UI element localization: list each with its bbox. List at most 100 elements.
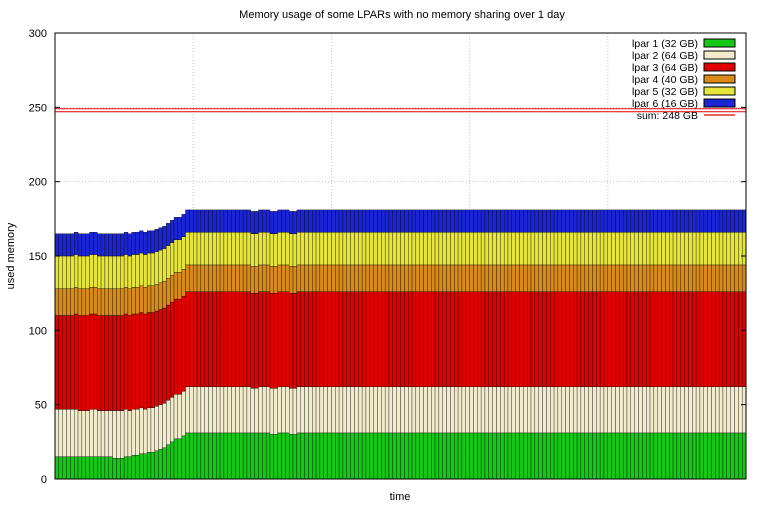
bar-segment bbox=[154, 450, 159, 480]
y-tick-label: 0 bbox=[41, 474, 47, 486]
bar-segment bbox=[442, 291, 447, 388]
bar-segment bbox=[227, 432, 232, 480]
bar-segment bbox=[365, 432, 370, 480]
bar-segment bbox=[166, 304, 171, 401]
bar-segment bbox=[715, 432, 720, 480]
bar-segment bbox=[62, 456, 67, 480]
bar-segment bbox=[580, 264, 585, 292]
bar-segment bbox=[169, 301, 175, 398]
bar-segment bbox=[208, 432, 213, 480]
bar-segment bbox=[592, 432, 597, 480]
bar-segment bbox=[116, 233, 121, 257]
bar-segment bbox=[85, 410, 90, 457]
bar-segment bbox=[646, 386, 651, 434]
bar-segment bbox=[62, 288, 67, 316]
bar-segment bbox=[196, 386, 202, 434]
bar-segment bbox=[411, 386, 417, 434]
bar-segment bbox=[411, 232, 417, 266]
bar-segment bbox=[515, 264, 520, 292]
bar-segment bbox=[285, 209, 290, 233]
bar-segment bbox=[150, 312, 155, 408]
bar-segment bbox=[550, 432, 555, 480]
bar-segment bbox=[166, 444, 171, 480]
bar-segment bbox=[588, 432, 593, 480]
bar-segment bbox=[730, 291, 735, 388]
bar-segment bbox=[123, 456, 129, 480]
bar-segment bbox=[308, 291, 313, 388]
bar-segment bbox=[734, 264, 739, 292]
bar-segment bbox=[738, 264, 743, 292]
bar-segment bbox=[365, 232, 370, 266]
bar-segment bbox=[534, 232, 539, 266]
bar-segment bbox=[127, 255, 132, 289]
bar-segment bbox=[319, 432, 324, 480]
bar-segment bbox=[97, 410, 102, 457]
bar-segment bbox=[200, 432, 205, 480]
bar-segment bbox=[519, 432, 524, 480]
bar-segment bbox=[335, 432, 340, 480]
bar-segment bbox=[530, 386, 536, 434]
bar-segment bbox=[185, 291, 190, 388]
bar-segment bbox=[688, 432, 693, 480]
bar-segment bbox=[269, 233, 274, 267]
bar-segment bbox=[89, 456, 94, 480]
legend-label: sum: 248 GB bbox=[637, 110, 698, 122]
bar-segment bbox=[680, 432, 685, 480]
bar-segment bbox=[576, 232, 582, 266]
bar-segment bbox=[384, 291, 390, 388]
bar-segment bbox=[538, 264, 543, 292]
bar-segment bbox=[607, 432, 612, 480]
bar-segment bbox=[254, 388, 259, 434]
bar-segment bbox=[54, 456, 60, 480]
bar-segment bbox=[116, 315, 121, 411]
bar-segment bbox=[162, 248, 167, 282]
bar-segment bbox=[423, 209, 428, 233]
bar-segment bbox=[607, 264, 612, 292]
bar-segment bbox=[181, 214, 186, 237]
bar-segment bbox=[427, 386, 432, 434]
bar-segment bbox=[200, 264, 205, 292]
bar-segment bbox=[93, 232, 98, 255]
bar-segment bbox=[480, 291, 486, 388]
bar-segment bbox=[204, 264, 209, 292]
bar-segment bbox=[97, 233, 102, 257]
bar-segment bbox=[638, 386, 643, 434]
bar-segment bbox=[308, 232, 313, 266]
bar-segment bbox=[480, 386, 486, 434]
reference-line-group bbox=[55, 108, 746, 113]
bar-segment bbox=[492, 264, 497, 292]
bar-segment bbox=[262, 432, 267, 480]
bar-segment bbox=[70, 408, 75, 457]
bar-segment bbox=[661, 264, 666, 292]
bar-segment bbox=[634, 386, 639, 434]
bar-segment bbox=[350, 432, 355, 480]
bar-segment bbox=[193, 264, 198, 292]
bar-segment bbox=[181, 236, 186, 270]
bar-segment bbox=[342, 209, 347, 233]
bar-segment bbox=[338, 291, 344, 388]
bar-segment bbox=[212, 386, 217, 434]
bar-segment bbox=[576, 291, 582, 388]
bar-segment bbox=[89, 287, 94, 315]
bar-segment bbox=[488, 264, 493, 292]
bar-segment bbox=[262, 209, 267, 233]
bar-segment bbox=[711, 291, 716, 388]
bar-segment bbox=[553, 291, 559, 388]
bar-segment bbox=[634, 232, 639, 266]
bar-segment bbox=[319, 386, 324, 434]
bar-segment bbox=[146, 452, 152, 480]
bar-segment bbox=[169, 441, 175, 480]
bar-segment bbox=[599, 432, 605, 480]
bar-segment bbox=[123, 232, 129, 255]
bar-segment bbox=[216, 264, 221, 292]
bar-segment bbox=[465, 432, 470, 480]
bar-segment bbox=[638, 432, 643, 480]
bar-segment bbox=[592, 232, 597, 266]
bar-segment bbox=[507, 209, 513, 233]
bar-segment bbox=[93, 287, 98, 315]
bar-segment bbox=[707, 264, 712, 292]
bar-segment bbox=[565, 291, 570, 388]
bar-segment bbox=[93, 254, 98, 288]
bar-segment bbox=[492, 291, 497, 388]
bar-segment bbox=[296, 232, 301, 266]
